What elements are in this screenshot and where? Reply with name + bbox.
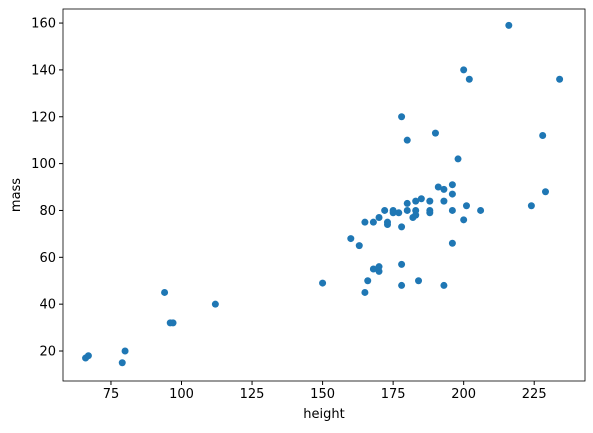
y-tick-label: 160	[31, 17, 56, 32]
point	[465, 75, 473, 83]
y-tick-label: 100	[31, 157, 56, 172]
point	[364, 277, 372, 285]
point	[448, 190, 456, 198]
point	[434, 183, 442, 191]
y-tick-label: 20	[39, 345, 56, 360]
point	[375, 213, 383, 221]
point	[369, 218, 377, 226]
point	[398, 223, 406, 231]
point	[398, 113, 406, 121]
x-axis-label: height	[303, 407, 344, 422]
point	[505, 21, 513, 29]
x-tick-label: 225	[522, 387, 547, 402]
point	[415, 277, 423, 285]
point	[412, 197, 420, 205]
y-tick-label: 80	[39, 204, 56, 219]
y-tick-label: 60	[39, 251, 56, 266]
point	[361, 218, 369, 226]
x-tick-label: 75	[103, 387, 120, 402]
point	[556, 75, 564, 83]
point	[169, 319, 177, 327]
point	[541, 188, 549, 196]
plot-frame	[62, 8, 586, 382]
point	[460, 216, 468, 224]
point	[417, 195, 425, 203]
point	[403, 136, 411, 144]
point	[381, 206, 389, 214]
y-axis-label: mass	[9, 178, 24, 212]
point	[440, 197, 448, 205]
point	[161, 288, 169, 296]
point	[539, 131, 547, 139]
x-tick-label: 175	[381, 387, 406, 402]
point	[462, 202, 470, 210]
point	[460, 66, 468, 74]
x-tick-label: 150	[310, 387, 335, 402]
y-tick-label: 40	[39, 298, 56, 313]
point	[383, 218, 391, 226]
point	[375, 263, 383, 271]
point	[355, 242, 363, 250]
point	[431, 129, 439, 137]
point	[361, 288, 369, 296]
point	[426, 197, 434, 205]
point	[319, 279, 327, 287]
point	[454, 155, 462, 163]
point	[211, 300, 219, 308]
point	[448, 206, 456, 214]
point	[448, 239, 456, 247]
point	[84, 352, 92, 360]
point	[403, 199, 411, 207]
point	[121, 347, 129, 355]
point	[440, 185, 448, 193]
point	[369, 265, 377, 273]
point	[448, 181, 456, 189]
point	[398, 260, 406, 268]
point	[412, 206, 420, 214]
y-tick-label: 140	[31, 63, 56, 78]
x-tick-label: 125	[240, 387, 265, 402]
point	[389, 209, 397, 217]
point	[395, 209, 403, 217]
point	[118, 359, 126, 367]
point	[403, 206, 411, 214]
point	[527, 202, 535, 210]
point	[440, 281, 448, 289]
x-tick-label: 100	[169, 387, 194, 402]
y-tick-label: 120	[31, 110, 56, 125]
point	[477, 206, 485, 214]
point	[347, 235, 355, 243]
point	[398, 281, 406, 289]
point	[426, 209, 434, 217]
x-tick-label: 200	[451, 387, 476, 402]
